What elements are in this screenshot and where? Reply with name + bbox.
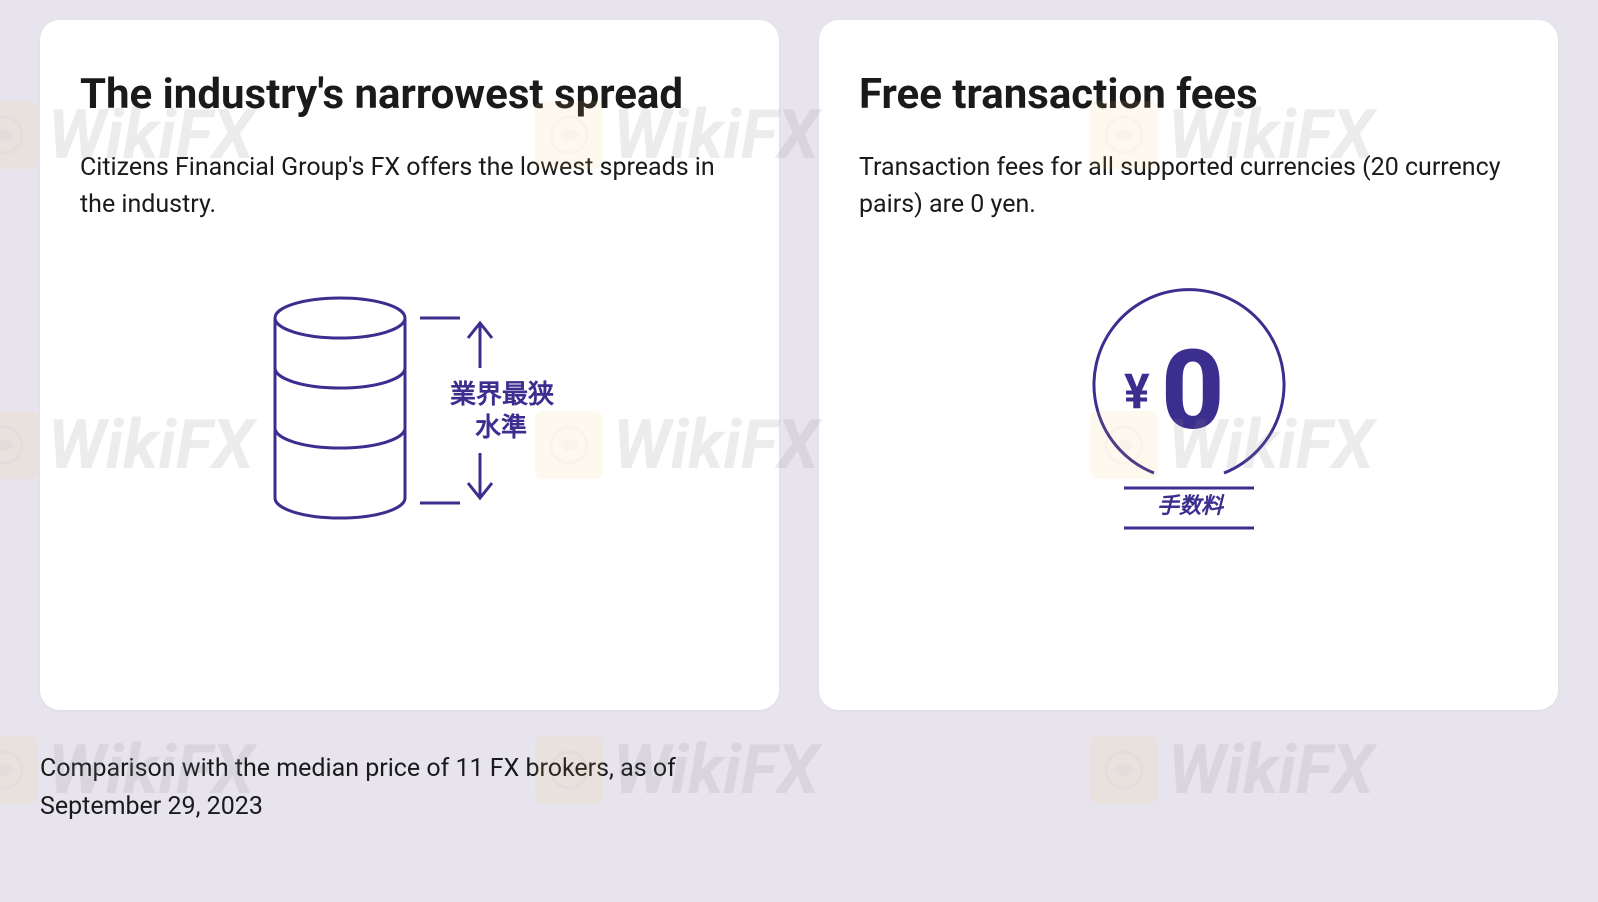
zero-value: 0 xyxy=(1161,326,1224,455)
main-container: The industry's narrowest spread Citizens… xyxy=(0,0,1598,845)
card-description-spread: Citizens Financial Group's FX offers the… xyxy=(80,150,739,223)
footer-note: Comparison with the median price of 11 F… xyxy=(40,750,740,825)
yen-zero-icon: ¥ 0 手数料 xyxy=(1079,283,1299,543)
card-description-fees: Transaction fees for all supported curre… xyxy=(859,150,1518,223)
fee-illustration: ¥ 0 手数料 xyxy=(1079,283,1299,543)
card-title-spread: The industry's narrowest spread xyxy=(80,70,739,120)
spread-illustration: 業界最狭 水準 xyxy=(260,288,560,538)
card-title-fees: Free transaction fees xyxy=(859,70,1518,120)
spread-label-1: 業界最狭 xyxy=(450,380,554,410)
card-narrowest-spread: The industry's narrowest spread Citizens… xyxy=(40,20,779,710)
card-free-fees: Free transaction fees Transaction fees f… xyxy=(819,20,1558,710)
spread-label-2: 水準 xyxy=(475,412,527,443)
fee-illustration-container: ¥ 0 手数料 xyxy=(859,263,1518,563)
yen-symbol: ¥ xyxy=(1124,363,1150,420)
spread-cylinder-icon: 業界最狭 水準 xyxy=(260,288,560,538)
cards-row: The industry's narrowest spread Citizens… xyxy=(40,20,1558,710)
fee-caption: 手数料 xyxy=(1157,494,1225,519)
spread-illustration-container: 業界最狭 水準 xyxy=(80,263,739,563)
